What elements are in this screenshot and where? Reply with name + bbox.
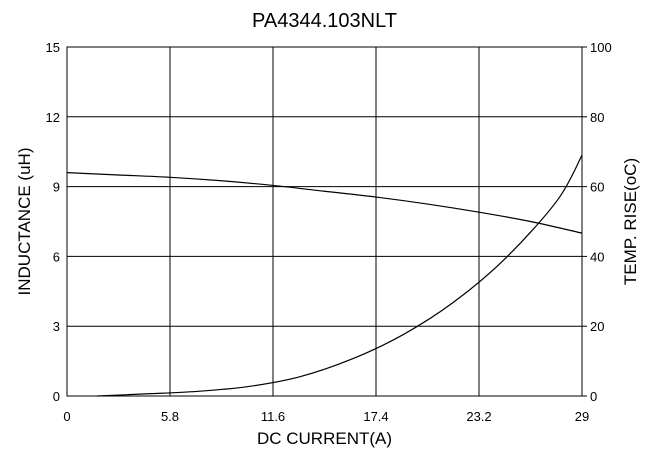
- y2-axis-ticks: 0 20 40 60 80 100: [582, 40, 612, 404]
- inductance-curve: [66, 172, 583, 234]
- y2-tick-label: 0: [590, 389, 597, 404]
- x-tick-label: 0: [63, 409, 70, 424]
- y2-tick-label: 20: [590, 319, 604, 334]
- y-tick-label: 0: [53, 389, 60, 404]
- y-tick-label: 15: [46, 40, 60, 55]
- x-tick-label: 11.6: [261, 409, 285, 424]
- y2-axis-label: TEMP. RISE(oC): [621, 158, 640, 285]
- grid: [67, 47, 582, 396]
- y2-tick-label: 40: [590, 249, 604, 264]
- x-tick-label: 5.8: [161, 409, 179, 424]
- x-axis-label: DC CURRENT(A): [257, 429, 392, 448]
- series-group: [66, 154, 583, 397]
- y-tick-label: 6: [53, 249, 60, 264]
- y2-tick-label: 60: [590, 180, 604, 195]
- y2-tick-label: 80: [590, 110, 604, 125]
- plot-frame: [66, 46, 583, 397]
- y-axis-label: INDUCTANCE (uH): [15, 148, 34, 296]
- y-axis-ticks: 0 3 6 9 12 15: [46, 40, 60, 404]
- y-tick-label: 12: [46, 110, 60, 125]
- x-tick-label: 29: [575, 409, 589, 424]
- x-tick-label: 23.2: [466, 409, 491, 424]
- x-axis-ticks: 0 5.8 11.6 17.4 23.2 29: [63, 409, 589, 424]
- y-tick-label: 3: [53, 319, 60, 334]
- y-tick-label: 9: [53, 180, 60, 195]
- temp-rise-curve: [97, 154, 583, 397]
- chart-title: PA4344.103NLT: [252, 10, 397, 32]
- x-tick-label: 17.4: [363, 409, 388, 424]
- y2-tick-label: 100: [590, 40, 612, 55]
